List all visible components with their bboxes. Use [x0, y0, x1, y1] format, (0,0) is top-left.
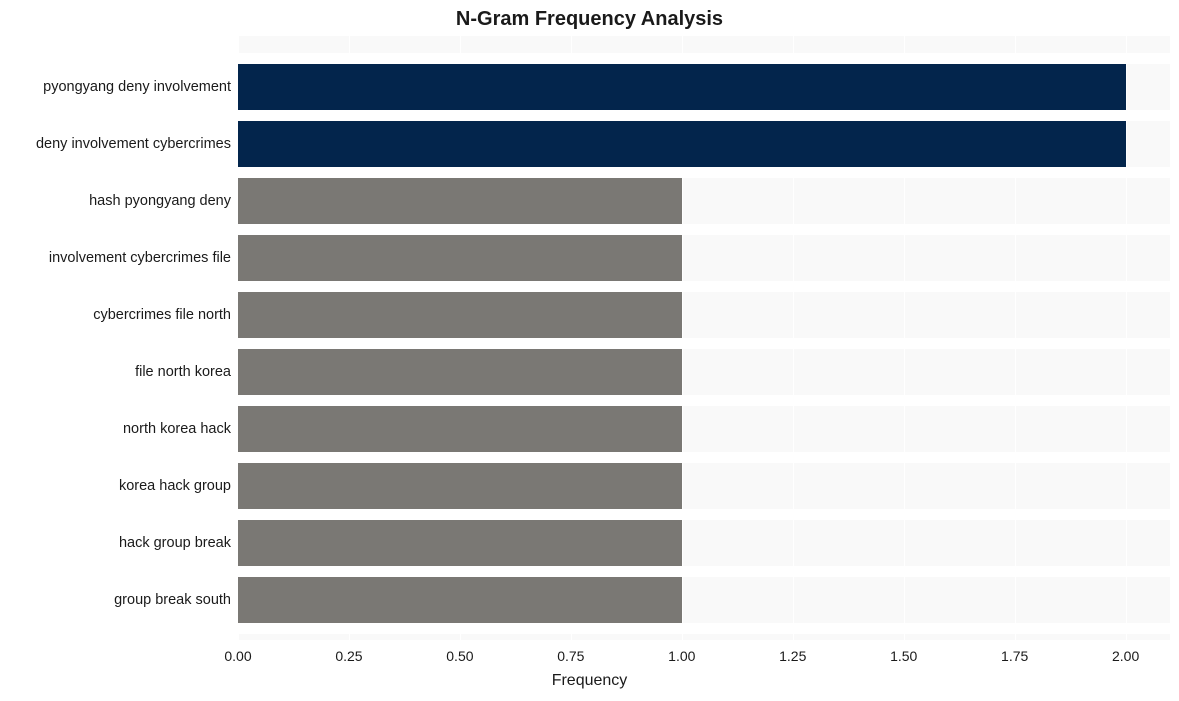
row-separator	[238, 566, 1170, 577]
bar	[238, 178, 682, 224]
y-tick-label: cybercrimes file north	[1, 307, 231, 323]
x-tick-label: 0.00	[224, 648, 251, 664]
y-tick-label: involvement cybercrimes file	[1, 250, 231, 266]
row-separator	[238, 452, 1170, 463]
bar	[238, 235, 682, 281]
x-tick-label: 1.75	[1001, 648, 1028, 664]
plot-area	[238, 36, 1170, 640]
y-tick-label: deny involvement cybercrimes	[1, 136, 231, 152]
row-separator	[238, 395, 1170, 406]
y-tick-label: north korea hack	[1, 421, 231, 437]
y-tick-label: file north korea	[1, 364, 231, 380]
row-separator	[238, 224, 1170, 235]
x-tick-label: 1.50	[890, 648, 917, 664]
x-axis-label: Frequency	[0, 672, 1179, 690]
y-tick-label: hack group break	[1, 535, 231, 551]
row-separator	[238, 53, 1170, 64]
y-tick-label: group break south	[1, 592, 231, 608]
row-separator	[238, 110, 1170, 121]
bar	[238, 463, 682, 509]
bar	[238, 577, 682, 623]
x-tick-label: 2.00	[1112, 648, 1139, 664]
chart-title: N-Gram Frequency Analysis	[0, 8, 1179, 31]
row-separator	[238, 509, 1170, 520]
bar	[238, 121, 1126, 167]
y-tick-label: korea hack group	[1, 478, 231, 494]
x-tick-label: 0.75	[557, 648, 584, 664]
bar	[238, 64, 1126, 110]
row-separator	[238, 623, 1170, 634]
x-tick-label: 0.25	[335, 648, 362, 664]
x-tick-label: 0.50	[446, 648, 473, 664]
bar	[238, 520, 682, 566]
ngram-frequency-chart: N-Gram Frequency Analysis Frequency 0.00…	[0, 0, 1179, 701]
row-separator	[238, 167, 1170, 178]
y-tick-label: pyongyang deny involvement	[1, 79, 231, 95]
x-tick-label: 1.00	[668, 648, 695, 664]
y-tick-label: hash pyongyang deny	[1, 193, 231, 209]
row-separator	[238, 338, 1170, 349]
bar	[238, 349, 682, 395]
x-tick-label: 1.25	[779, 648, 806, 664]
row-separator	[238, 281, 1170, 292]
bar	[238, 292, 682, 338]
bar	[238, 406, 682, 452]
